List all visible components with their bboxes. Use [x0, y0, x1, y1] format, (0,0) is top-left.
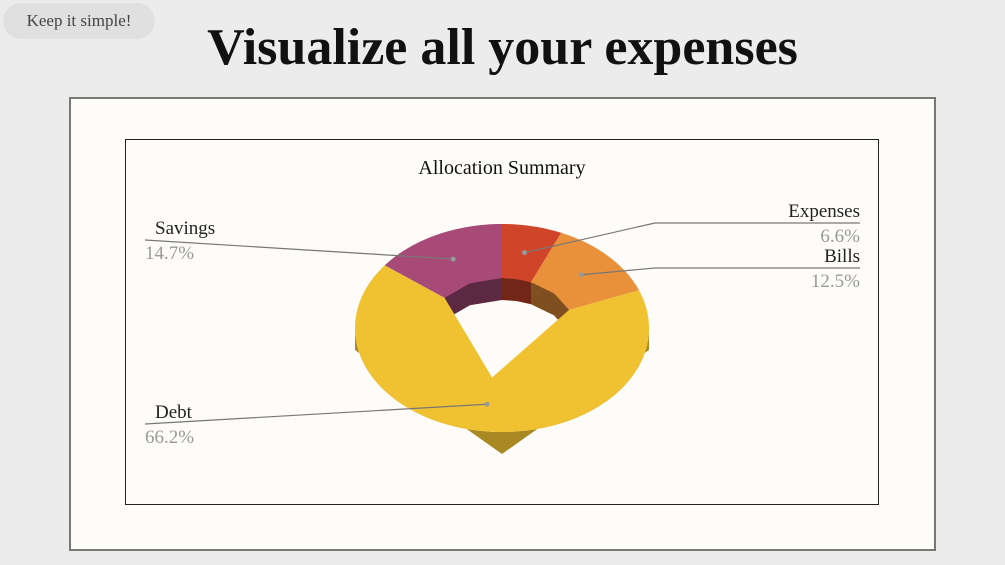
slice-value-label: 12.5% — [811, 271, 860, 292]
leader-dot — [450, 256, 456, 262]
leader-line — [524, 222, 860, 254]
leader-line — [581, 267, 860, 276]
slice-value-label: 6.6% — [820, 226, 860, 247]
slice — [355, 265, 649, 432]
leader-line — [144, 239, 454, 260]
slice-label: Bills — [824, 246, 860, 267]
slice — [384, 224, 502, 298]
heading: Visualize all your expenses — [207, 19, 798, 76]
leader-dot — [578, 272, 584, 278]
slice-label: Savings — [155, 218, 215, 239]
panel — [69, 97, 936, 551]
leader-line — [144, 403, 487, 425]
slice — [531, 232, 640, 310]
slice-value-label: 14.7% — [145, 243, 194, 264]
button[interactable]: Keep it simple! — [3, 3, 155, 39]
chart-frame — [125, 139, 879, 505]
slice-label: Expenses — [788, 201, 860, 222]
leader-dot — [522, 250, 528, 256]
slice-inner-side — [502, 278, 532, 305]
leader-dot — [484, 401, 490, 407]
slice — [502, 224, 562, 283]
slice-label: Debt — [155, 402, 193, 423]
slice-value-label: 66.2% — [145, 427, 194, 448]
chart-title: Allocation Summary — [418, 157, 585, 179]
